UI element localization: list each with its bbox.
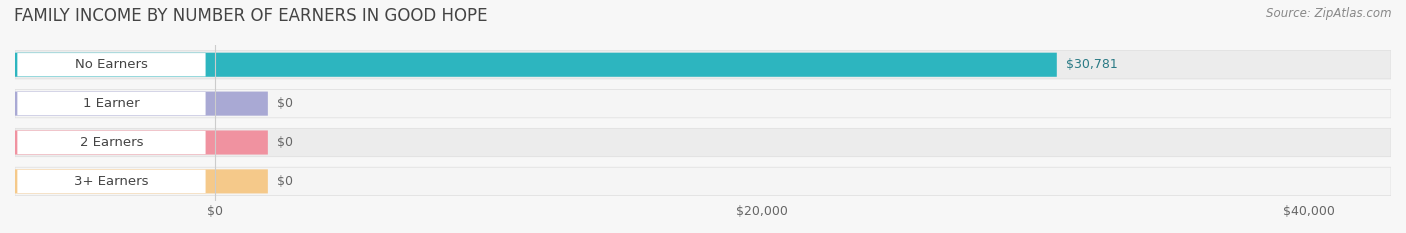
FancyBboxPatch shape bbox=[15, 128, 1391, 157]
Text: Source: ZipAtlas.com: Source: ZipAtlas.com bbox=[1267, 7, 1392, 20]
FancyBboxPatch shape bbox=[15, 130, 269, 154]
Text: 1 Earner: 1 Earner bbox=[83, 97, 139, 110]
Text: No Earners: No Earners bbox=[75, 58, 148, 71]
Text: $0: $0 bbox=[277, 175, 294, 188]
FancyBboxPatch shape bbox=[15, 169, 269, 193]
Text: 2 Earners: 2 Earners bbox=[80, 136, 143, 149]
FancyBboxPatch shape bbox=[17, 170, 205, 193]
FancyBboxPatch shape bbox=[17, 92, 205, 115]
FancyBboxPatch shape bbox=[15, 92, 269, 116]
FancyBboxPatch shape bbox=[17, 131, 205, 154]
FancyBboxPatch shape bbox=[17, 53, 205, 76]
Text: 3+ Earners: 3+ Earners bbox=[75, 175, 149, 188]
Text: $0: $0 bbox=[277, 136, 294, 149]
FancyBboxPatch shape bbox=[15, 51, 1391, 79]
Text: $0: $0 bbox=[277, 97, 294, 110]
FancyBboxPatch shape bbox=[15, 53, 1057, 77]
Text: $30,781: $30,781 bbox=[1066, 58, 1118, 71]
FancyBboxPatch shape bbox=[15, 89, 1391, 118]
Text: FAMILY INCOME BY NUMBER OF EARNERS IN GOOD HOPE: FAMILY INCOME BY NUMBER OF EARNERS IN GO… bbox=[14, 7, 488, 25]
FancyBboxPatch shape bbox=[15, 167, 1391, 195]
